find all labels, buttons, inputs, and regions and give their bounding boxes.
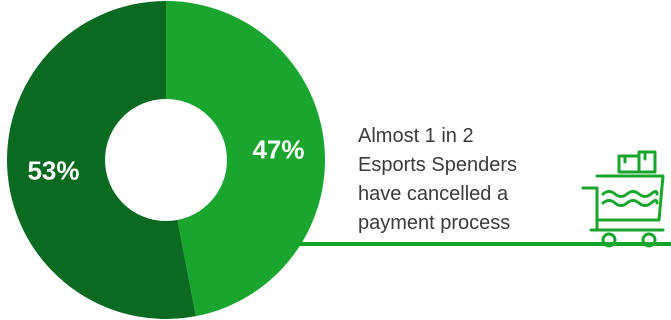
slice-53 [6,1,196,319]
slice-label-53: 53% [27,156,79,186]
shopping-cart-icon [581,150,665,248]
caption-line-3: have cancelled a [358,183,509,205]
caption-line-1: Almost 1 in 2 [358,125,474,147]
slice-label-47: 47% [252,134,304,164]
caption-line-4: payment process [358,212,511,234]
caption: Almost 1 in 2 Esports Spenders have canc… [358,122,588,238]
caption-line-2: Esports Spenders [358,154,517,176]
divider-line [250,242,671,246]
slice-47 [166,1,325,317]
donut-hole [105,99,227,221]
